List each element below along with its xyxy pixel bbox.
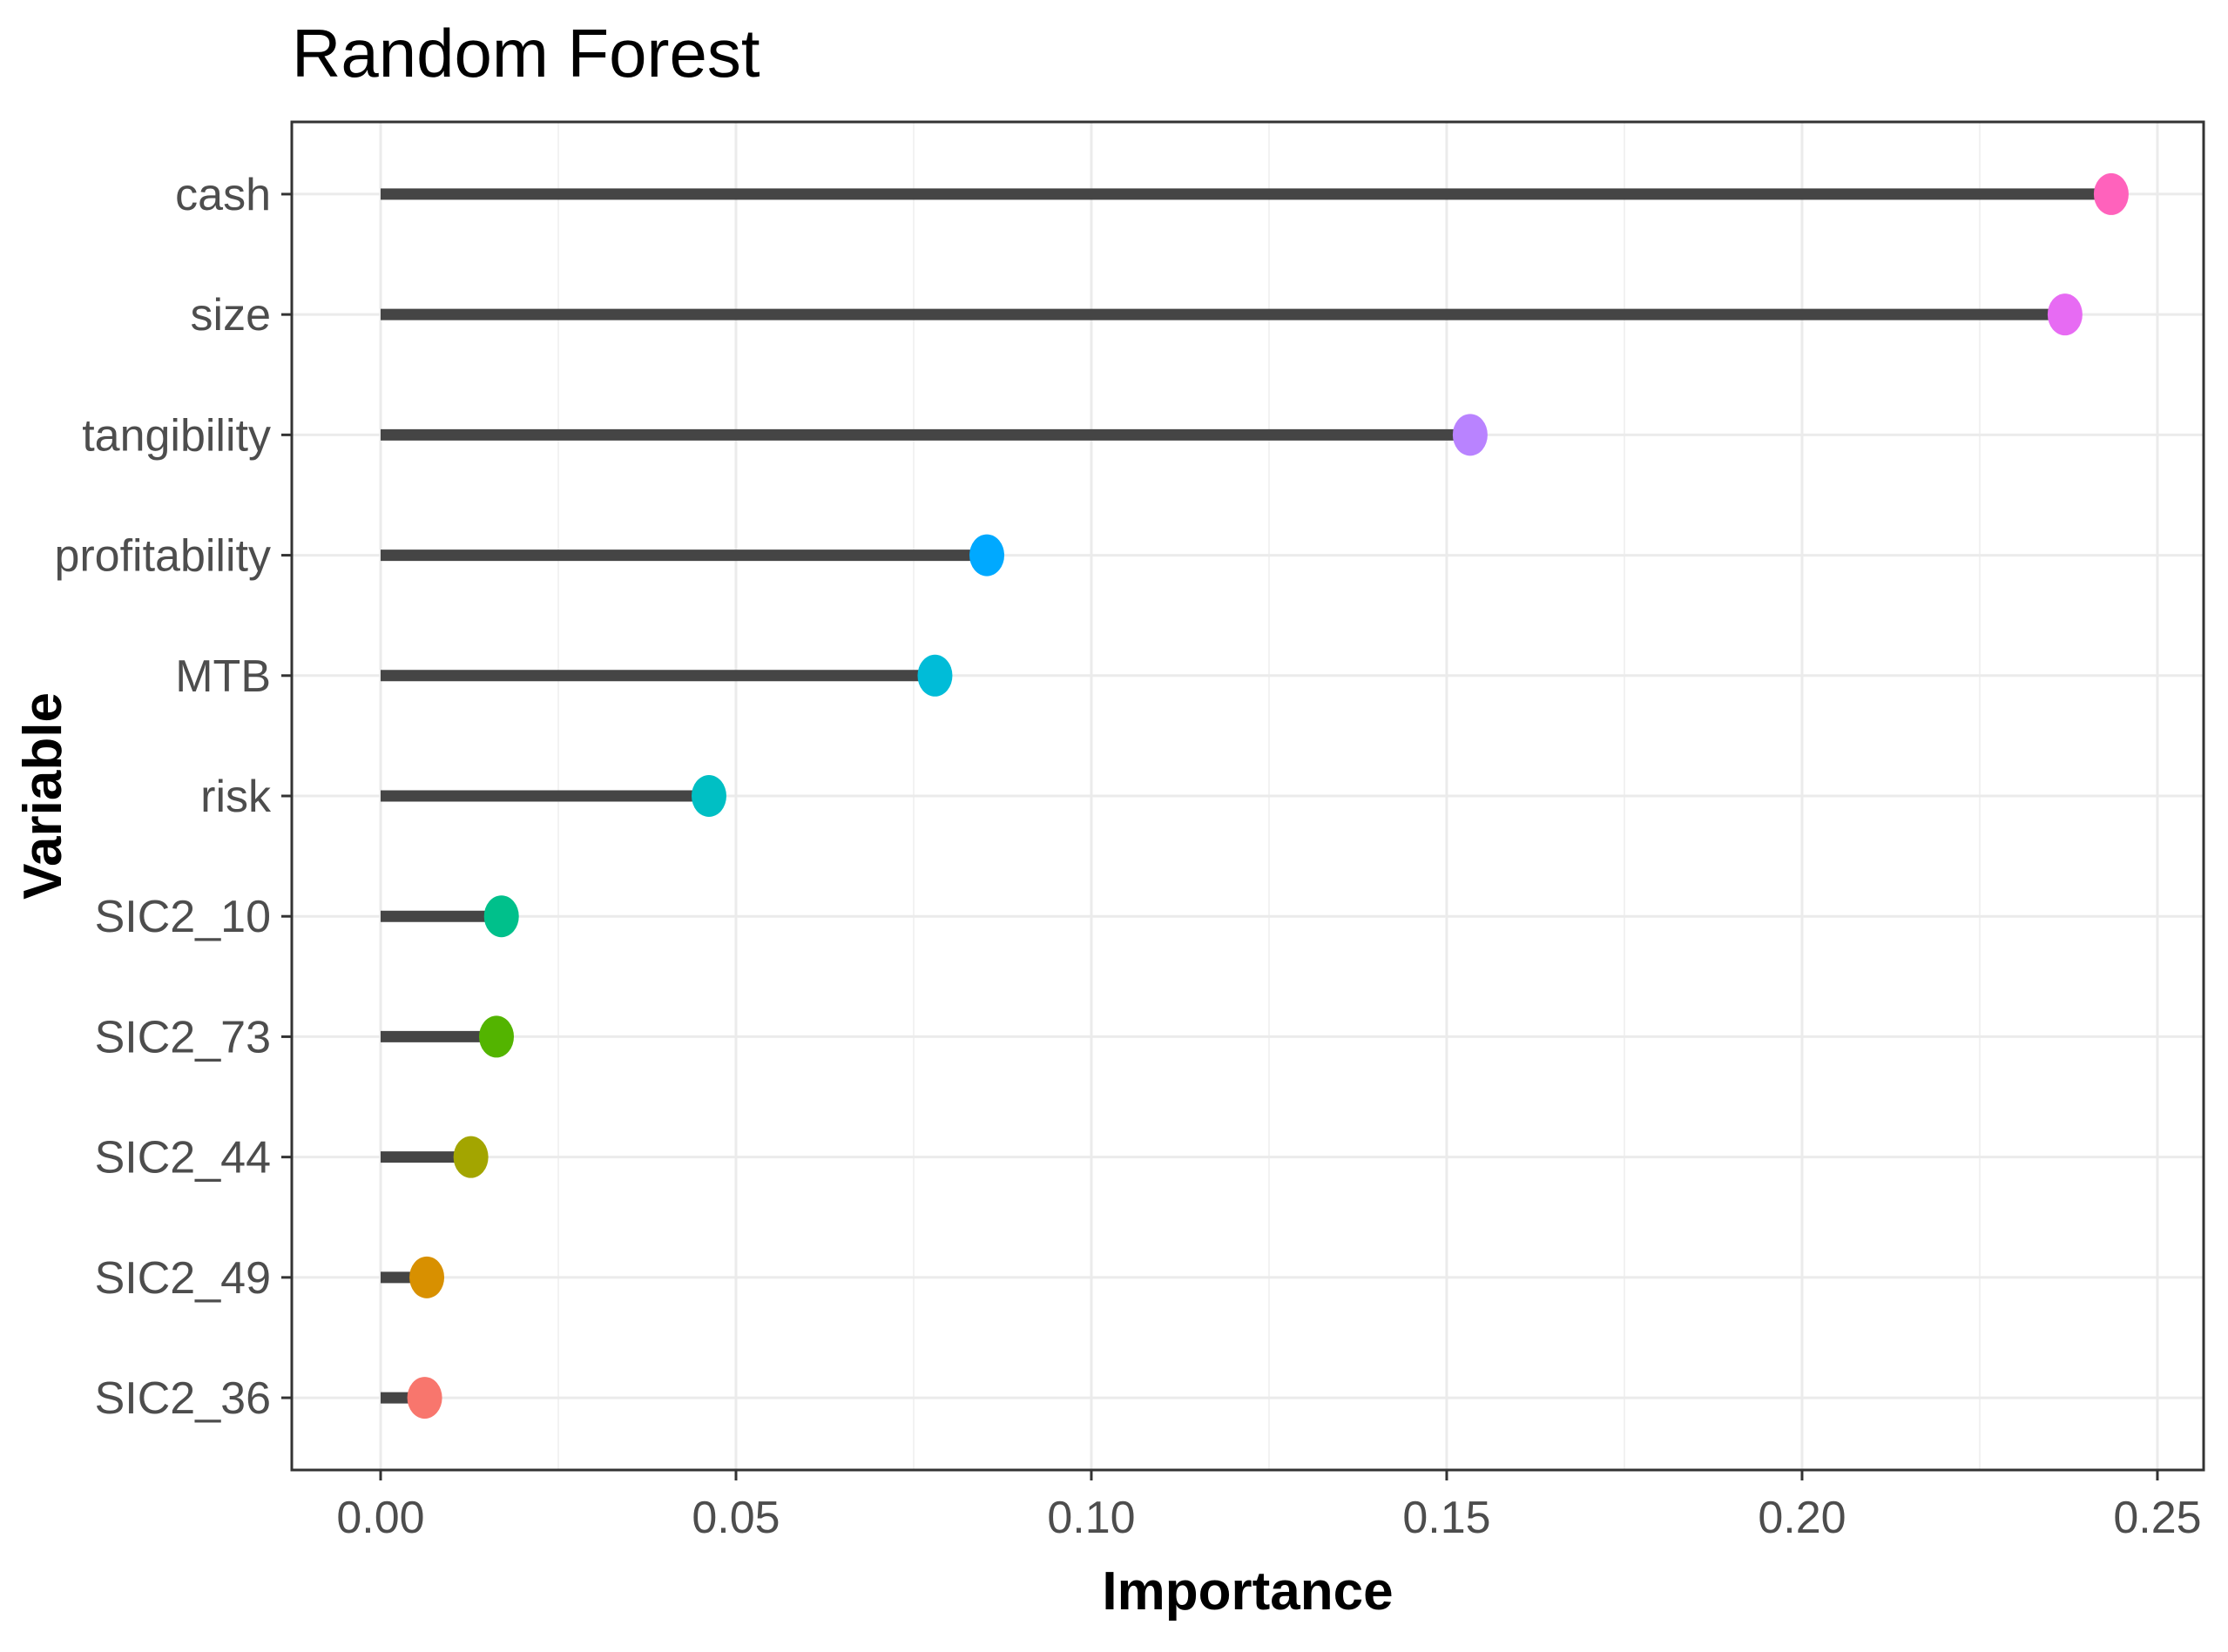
x-tick-label: 0.25 xyxy=(2113,1493,2201,1543)
y-tick-label: SIC2_49 xyxy=(95,1253,271,1304)
x-tick-label: 0.05 xyxy=(692,1493,780,1543)
y-tick-label: SIC2_36 xyxy=(95,1373,271,1424)
lollipop-dot-SIC2_49 xyxy=(409,1256,445,1298)
y-tick-label: SIC2_44 xyxy=(95,1133,271,1183)
chart-title: Random Forest xyxy=(292,15,760,91)
lollipop-dot-SIC2_73 xyxy=(479,1015,515,1058)
y-tick-label: size xyxy=(191,290,271,341)
y-tick-label: cash xyxy=(175,170,271,220)
y-tick-label: tangibility xyxy=(82,410,271,461)
lollipop-dot-tangibility xyxy=(1452,414,1488,456)
y-tick-label: SIC2_10 xyxy=(95,892,271,942)
x-tick-label: 0.10 xyxy=(1047,1493,1135,1543)
tick-layer: 0.00 0.05 0.10 0.15 0.20 0.25 cash size tangibil… xyxy=(54,170,2201,1543)
x-tick-label: 0.00 xyxy=(336,1493,424,1543)
y-tick-label: profitability xyxy=(54,531,271,582)
x-tick-label: 0.15 xyxy=(1402,1493,1490,1543)
lollipop-dot-MTB xyxy=(917,654,953,697)
y-tick-label: risk xyxy=(200,772,272,822)
lollipop-dot-size xyxy=(2047,293,2083,336)
lollipop-dot-SIC2_10 xyxy=(483,895,519,938)
y-tick-label: SIC2_73 xyxy=(95,1012,271,1062)
lollipop-dot-cash xyxy=(2093,172,2129,215)
x-axis-title: Importance xyxy=(1102,1561,1393,1622)
y-axis-title: Variable xyxy=(13,692,73,900)
lollipop-dot-SIC2_44 xyxy=(453,1136,489,1178)
lollipop-dot-SIC2_36 xyxy=(407,1377,442,1419)
dot-layer xyxy=(407,172,2129,1419)
y-tick-label: MTB xyxy=(175,651,271,702)
lollipop-dot-risk xyxy=(691,775,726,817)
x-tick-label: 0.20 xyxy=(1758,1493,1846,1543)
lollipop-dot-profitability xyxy=(969,534,1005,577)
stem-layer xyxy=(380,188,2111,1404)
